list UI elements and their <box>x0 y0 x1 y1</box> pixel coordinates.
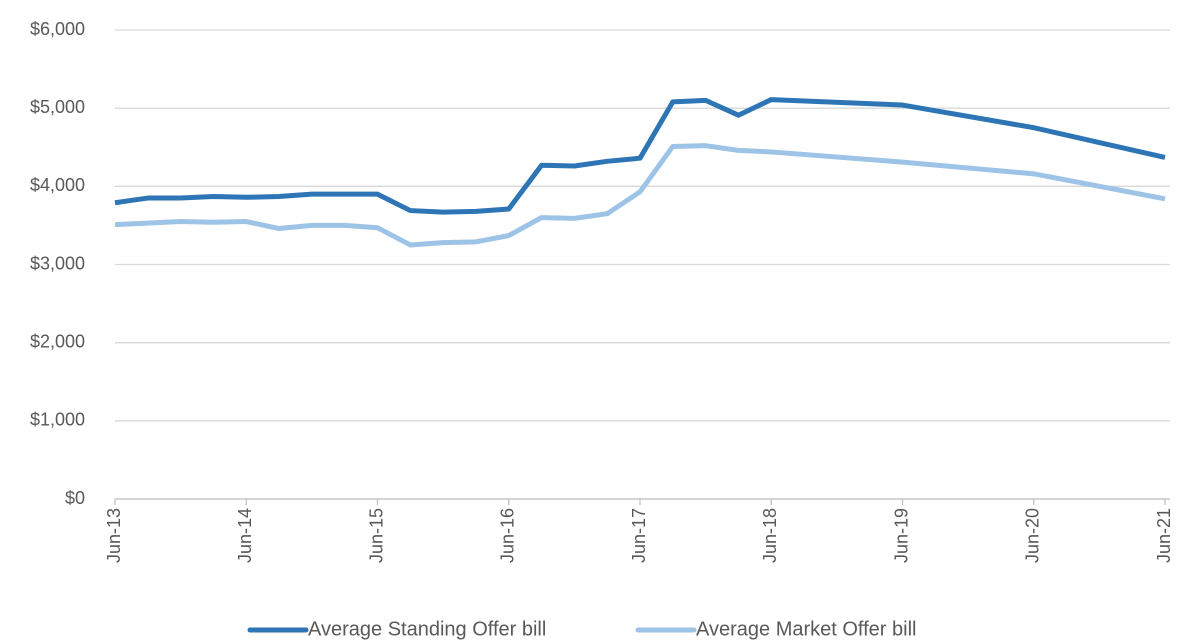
x-tick-label: Jun-15 <box>366 508 386 563</box>
x-tick-label: Jun-21 <box>1154 508 1174 563</box>
y-tick-label: $4,000 <box>30 175 85 195</box>
x-tick-label: Jun-17 <box>629 508 649 563</box>
y-tick-label: $2,000 <box>30 331 85 351</box>
y-tick-label: $0 <box>65 488 85 508</box>
series-line <box>114 97 1166 215</box>
y-tick-label: $3,000 <box>30 253 85 273</box>
x-tick-label: Jun-19 <box>891 508 911 563</box>
x-tick-label: Jun-14 <box>235 508 255 563</box>
x-tick-label: Jun-18 <box>760 508 780 563</box>
legend-label: Average Market Offer bill <box>696 618 916 640</box>
x-tick-label: Jun-20 <box>1023 508 1043 563</box>
y-tick-label: $1,000 <box>30 410 85 430</box>
series-line <box>114 143 1166 248</box>
x-tick-label: Jun-16 <box>498 508 518 563</box>
x-tick-label: Jun-13 <box>104 508 124 563</box>
y-tick-label: $6,000 <box>30 19 85 39</box>
y-tick-label: $5,000 <box>30 97 85 117</box>
legend-label: Average Standing Offer bill <box>308 618 546 640</box>
